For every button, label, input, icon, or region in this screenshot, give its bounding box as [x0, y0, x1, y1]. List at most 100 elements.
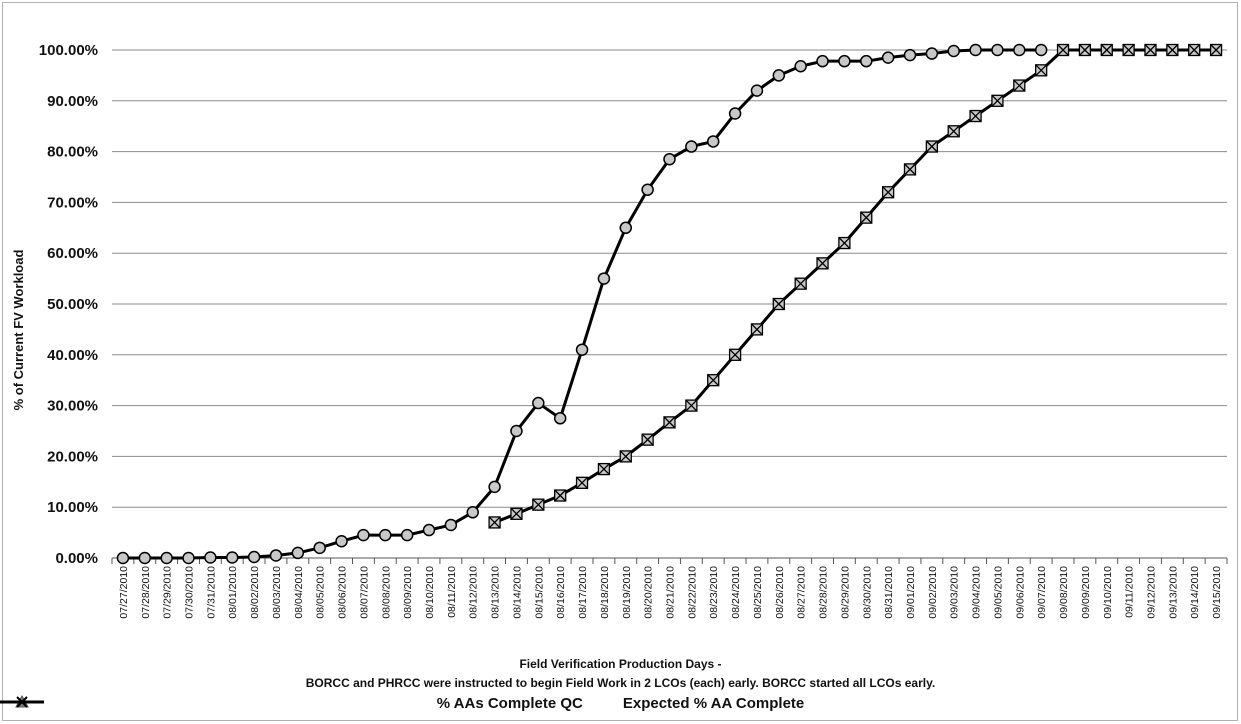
- x-tick-label: 07/30/2010: [184, 566, 196, 619]
- x-tick-label: 07/31/2010: [205, 566, 217, 619]
- data-point-qc: [903, 48, 917, 62]
- x-tick-label: 09/03/2010: [949, 566, 961, 619]
- marker-x-b: [860, 211, 873, 224]
- x-tick-label: 08/21/2010: [665, 566, 677, 619]
- data-point-expected: [663, 416, 676, 429]
- x-tick-label: 08/30/2010: [861, 566, 873, 619]
- data-point-expected: [969, 109, 982, 123]
- data-point-qc: [379, 528, 392, 542]
- data-point-qc: [1013, 43, 1026, 57]
- x-tick-label: 08/24/2010: [730, 566, 742, 619]
- marker-x-b: [1210, 44, 1223, 56]
- x-tick-label: 08/03/2010: [271, 566, 283, 619]
- x-tick-label: 09/11/2010: [1124, 566, 1136, 618]
- x-tick-label: 08/25/2010: [752, 566, 764, 619]
- data-point-qc: [641, 183, 654, 196]
- data-point-qc: [313, 541, 326, 555]
- data-point-qc: [1034, 43, 1048, 57]
- x-axis-label-line-1: Field Verification Production Days -: [519, 657, 722, 671]
- x-tick-label: 08/08/2010: [380, 566, 392, 619]
- x-tick-label: 09/04/2010: [971, 566, 983, 619]
- y-tick-label: 10.00%: [47, 499, 98, 516]
- x-tick-label: 09/06/2010: [1014, 566, 1026, 619]
- y-tick-label: 80.00%: [47, 144, 98, 161]
- data-point-expected: [947, 125, 960, 138]
- x-tick-label: 09/09/2010: [1080, 566, 1092, 619]
- data-point-qc: [444, 518, 458, 532]
- x-tick-label: 08/09/2010: [402, 566, 414, 619]
- x-tick-label: 08/31/2010: [883, 566, 895, 619]
- data-point-qc: [663, 152, 676, 166]
- y-tick-label: 50.00%: [47, 296, 98, 313]
- x-tick-label: 09/10/2010: [1102, 566, 1114, 619]
- marker-x-b: [750, 323, 763, 336]
- data-point-qc: [816, 54, 829, 68]
- data-point-expected: [1100, 43, 1113, 57]
- marker-x-b: [488, 516, 501, 529]
- data-point-expected: [838, 236, 851, 250]
- series-line-expected: [494, 48, 1217, 524]
- legend-item-qc: % AAs Complete QC: [0, 695, 583, 712]
- data-point-expected: [510, 507, 523, 520]
- x-tick-label: 09/08/2010: [1058, 566, 1070, 619]
- data-point-expected: [554, 489, 567, 502]
- data-point-qc: [860, 54, 873, 68]
- marker-x-b: [1035, 64, 1048, 77]
- data-point-qc: [991, 43, 1004, 57]
- data-point-qc: [357, 528, 370, 542]
- x-tick-label: 09/13/2010: [1167, 566, 1179, 619]
- x-tick-label: 08/11/2010: [446, 566, 458, 618]
- x-tick-label: 07/27/2010: [118, 566, 130, 619]
- marker-x-b: [969, 110, 982, 122]
- x-tick-label: 09/01/2010: [905, 566, 917, 619]
- x-tick-label: 09/15/2010: [1211, 566, 1223, 619]
- marker-x-b: [816, 257, 829, 270]
- marker-x-b: [707, 374, 720, 387]
- data-point-qc: [706, 135, 720, 148]
- x-tick-label: 08/14/2010: [511, 566, 523, 619]
- data-point-qc: [225, 551, 239, 564]
- data-point-qc: [422, 523, 436, 537]
- marker-x-b: [904, 163, 916, 176]
- x-tick-label: 08/13/2010: [490, 566, 502, 619]
- data-point-expected: [1035, 64, 1048, 77]
- data-point-qc: [772, 69, 786, 82]
- x-tick-label: 08/19/2010: [621, 566, 633, 619]
- x-tick-label: 09/14/2010: [1189, 566, 1201, 619]
- x-tick-label: 08/17/2010: [577, 566, 589, 619]
- marker-x-b: [554, 489, 567, 502]
- data-point-qc: [269, 549, 283, 562]
- data-point-expected: [597, 462, 611, 476]
- legend-item-expected: Expected % AA Complete: [0, 695, 804, 712]
- x-tick-label: 08/12/2010: [468, 566, 480, 619]
- x-tick-label: 08/22/2010: [686, 566, 698, 619]
- legend-label-qc: % AAs Complete QC: [436, 695, 583, 712]
- series: [116, 43, 1223, 565]
- marker-x-b: [663, 416, 676, 429]
- marker-x-b: [1122, 44, 1135, 56]
- x-tick-label: 09/12/2010: [1145, 566, 1157, 619]
- marker-x-b: [619, 450, 632, 463]
- marker-x-b: [1100, 44, 1113, 56]
- x-tick-label: 08/28/2010: [818, 566, 830, 619]
- data-point-qc: [532, 396, 545, 410]
- legend-x-line-icon: [0, 696, 44, 708]
- y-tick-label: 30.00%: [47, 398, 98, 415]
- marker-x-b: [729, 348, 742, 361]
- marker-x-b: [1078, 44, 1091, 56]
- data-point-expected: [750, 323, 764, 336]
- data-point-qc: [947, 44, 960, 58]
- data-point-qc: [750, 84, 764, 97]
- marker-x-b: [685, 399, 698, 412]
- data-point-expected: [903, 163, 917, 176]
- x-tick-label: 08/16/2010: [555, 566, 567, 619]
- data-point-qc: [510, 424, 523, 438]
- data-point-qc: [619, 221, 633, 235]
- x-tick-label: 08/04/2010: [293, 566, 305, 619]
- data-point-qc: [488, 480, 501, 494]
- marker-x-b: [1013, 79, 1026, 92]
- data-point-qc: [466, 506, 479, 519]
- data-point-expected: [860, 211, 873, 224]
